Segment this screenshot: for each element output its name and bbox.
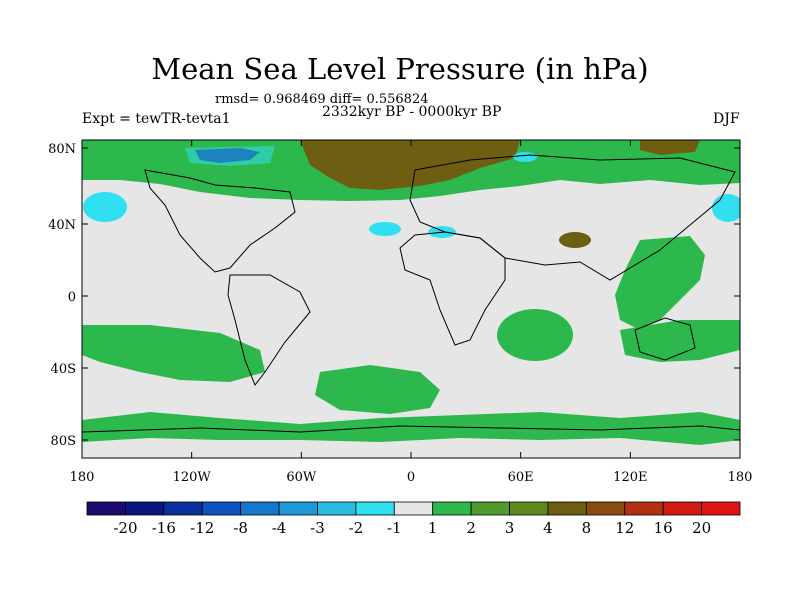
colorbar-label: -4 bbox=[272, 519, 287, 537]
x-tick-label: 0 bbox=[407, 470, 415, 485]
x-tick-label: 120W bbox=[173, 470, 212, 485]
colorbar-label: -12 bbox=[190, 519, 214, 537]
colorbar-label: 12 bbox=[615, 519, 634, 537]
colorbar-box bbox=[547, 501, 587, 516]
stats-label: rmsd= 0.968469 diff= 0.556824 bbox=[215, 92, 429, 107]
anomaly-region-arctic-brown bbox=[300, 140, 520, 190]
colorbar-label: -3 bbox=[310, 519, 325, 537]
colorbar-box bbox=[317, 501, 357, 516]
anomaly-region-indian-ocean-green bbox=[497, 309, 573, 361]
colorbar-label: 20 bbox=[692, 519, 711, 537]
colorbar-label: 8 bbox=[582, 519, 592, 537]
colorbar-box bbox=[470, 501, 510, 516]
anomaly-region-indo-pacific-green bbox=[615, 236, 705, 330]
coastlines bbox=[82, 154, 740, 433]
colorbar-label: 3 bbox=[505, 519, 515, 537]
x-axis: 180 120W 60W 0 60E 120E 180 bbox=[70, 140, 753, 485]
anomaly-region-southern-ocean-green bbox=[315, 365, 440, 414]
colorbar-label: -16 bbox=[152, 519, 176, 537]
x-tick-label: 60E bbox=[508, 470, 534, 485]
colorbar-box bbox=[125, 501, 165, 516]
colorbar-label: 1 bbox=[428, 519, 438, 537]
colorbar-label: -20 bbox=[113, 519, 137, 537]
colorbar-box bbox=[201, 501, 242, 516]
y-tick-label: 80S bbox=[51, 434, 76, 449]
colorbar-box bbox=[701, 501, 741, 516]
colorbar-box bbox=[585, 501, 626, 516]
x-tick-label: 180 bbox=[728, 470, 753, 485]
y-tick-label: 40S bbox=[51, 362, 76, 377]
chart-title: Mean Sea Level Pressure (in hPa) bbox=[151, 52, 649, 86]
colorbar-box bbox=[240, 501, 280, 516]
colorbar-box bbox=[86, 501, 126, 516]
x-tick-label: 120E bbox=[613, 470, 647, 485]
anomaly-region-south-atlantic-green bbox=[82, 325, 265, 382]
anomaly-region-east-asia-brown bbox=[559, 232, 591, 248]
colorbar-box bbox=[432, 501, 472, 516]
colorbar-label: -8 bbox=[233, 519, 248, 537]
anomaly-region-arctic-cyan bbox=[513, 152, 537, 162]
anomaly-region-antarctic-green bbox=[82, 412, 740, 445]
colorbar-label: 4 bbox=[543, 519, 553, 537]
colorbar-box bbox=[624, 501, 664, 516]
x-tick-label: 180 bbox=[70, 470, 95, 485]
anomaly-region-siberia-brown bbox=[640, 140, 700, 155]
anomaly-region-atlantic-cyan bbox=[369, 222, 401, 236]
colorbar-box bbox=[509, 501, 549, 516]
colorbar-box bbox=[393, 501, 434, 516]
colorbar-label: 16 bbox=[654, 519, 673, 537]
period-label: 2332kyr BP - 0000kyr BP bbox=[322, 104, 502, 120]
colorbar-box bbox=[355, 501, 395, 516]
anomaly-region-south-pacific-green bbox=[620, 320, 740, 362]
colorbar-box bbox=[662, 501, 702, 516]
colorbar-box bbox=[278, 501, 318, 516]
y-axis: 80N 40N 0 40S 80S bbox=[48, 142, 740, 449]
anomaly-region-greenland-cyan bbox=[185, 146, 275, 166]
y-tick-label: 80N bbox=[48, 142, 76, 157]
colorbar-label: -2 bbox=[349, 519, 364, 537]
y-tick-label: 0 bbox=[68, 290, 76, 305]
experiment-label: Expt = tewTR-tevta1 bbox=[82, 111, 231, 127]
season-label: DJF bbox=[713, 111, 740, 127]
anomaly-region-north-pacific-cyan bbox=[83, 192, 127, 222]
x-tick-label: 60W bbox=[286, 470, 317, 485]
colorbar-label: -1 bbox=[387, 519, 402, 537]
colorbar-label: 2 bbox=[466, 519, 476, 537]
y-tick-label: 40N bbox=[48, 218, 76, 233]
colorbar-box bbox=[163, 501, 203, 516]
